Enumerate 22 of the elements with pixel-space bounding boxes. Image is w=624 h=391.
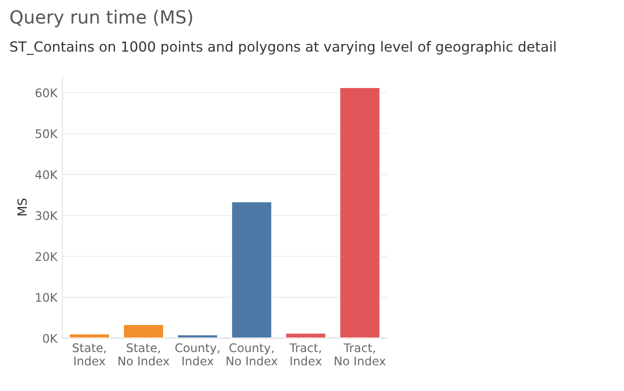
x-tick-label: Tract, Index — [290, 343, 322, 366]
chart-title: Query run time (MS) — [10, 10, 192, 28]
x-tick-label: County, Index — [175, 343, 220, 366]
x-tick-label: State, Index — [72, 343, 106, 366]
bar — [176, 334, 219, 338]
y-tick-label: 50K — [36, 129, 58, 138]
x-tick-label: County, No Index — [226, 343, 278, 366]
x-tick-label: Tract, No Index — [334, 343, 386, 366]
y-tick-label: 0K — [43, 334, 58, 343]
bar — [284, 332, 327, 338]
y-tick-label: 10K — [36, 293, 58, 302]
y-tick-label: 30K — [36, 211, 58, 220]
y-tick-label: 60K — [36, 88, 58, 98]
y-tick-label: 20K — [36, 252, 58, 261]
bar — [122, 324, 164, 338]
y-tick-label: 40K — [35, 170, 58, 180]
x-tick-label: State, No Index — [118, 343, 170, 366]
chart-subtitle: ST_Contains on 1000 points and polygons at varying level of geographic detail — [10, 41, 556, 55]
bar — [230, 200, 273, 338]
bar — [68, 333, 110, 338]
y-axis-title: MS — [17, 198, 27, 216]
bar — [338, 86, 381, 338]
